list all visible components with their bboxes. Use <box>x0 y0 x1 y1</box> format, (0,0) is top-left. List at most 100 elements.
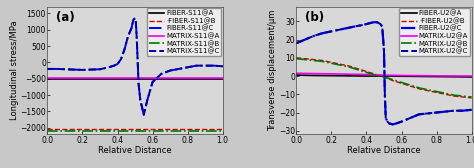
MATRIX-U2@A <box>381 74 387 76</box>
MATRIX-U2@B <box>311 59 317 61</box>
·FIBER-S11@B <box>220 129 226 131</box>
MATRIX-S11@B <box>97 130 103 132</box>
MATRIX-U2@B <box>408 84 413 86</box>
·FIBER-U2@B <box>302 58 308 60</box>
MATRIX-U2@C <box>378 23 383 25</box>
FIBER-U2@A <box>451 76 457 78</box>
Line: MATRIX-U2@B: MATRIX-U2@B <box>296 59 472 97</box>
FIBER-U2@A <box>311 74 317 76</box>
·FIBER-S11@B <box>141 129 146 131</box>
FIBER-S11@C <box>220 65 226 67</box>
FIBER-S11@C <box>150 81 155 83</box>
Line: MATRIX-U2@A: MATRIX-U2@A <box>296 73 472 76</box>
FIBER-U2@C <box>399 121 404 123</box>
MATRIX-U2@C <box>434 112 439 114</box>
FIBER-S11@C <box>137 99 143 101</box>
FIBER-S11@C <box>88 69 94 71</box>
X-axis label: Relative Distance: Relative Distance <box>347 146 421 155</box>
FIBER-U2@C <box>383 117 389 119</box>
MATRIX-S11@B <box>202 130 208 132</box>
FIBER-U2@C <box>293 42 299 44</box>
FIBER-S11@C <box>111 65 117 67</box>
MATRIX-U2@A <box>328 73 334 75</box>
MATRIX-S11@C <box>137 99 143 101</box>
FIBER-U2@C <box>311 35 317 37</box>
·FIBER-U2@B <box>425 90 431 92</box>
MATRIX-U2@C <box>469 109 474 111</box>
FIBER-U2@A <box>328 75 334 77</box>
MATRIX-U2@B <box>346 66 352 68</box>
MATRIX-S11@C <box>167 70 173 72</box>
MATRIX-U2@C <box>337 29 343 31</box>
MATRIX-U2@C <box>355 25 361 27</box>
FIBER-S11@A <box>97 78 103 80</box>
MATRIX-S11@B <box>185 130 191 132</box>
Legend: FIBER-U2@A, ·FIBER-U2@B, FIBER-U2@C, MATRIX-U2@A, MATRIX-U2@B, MATRIX-U2@C: FIBER-U2@A, ·FIBER-U2@B, FIBER-U2@C, MAT… <box>399 8 470 56</box>
MATRIX-U2@B <box>381 76 387 78</box>
MATRIX-U2@C <box>364 23 369 25</box>
·FIBER-U2@B <box>416 88 422 90</box>
FIBER-S11@C <box>158 73 164 75</box>
FIBER-S11@C <box>145 99 150 101</box>
FIBER-U2@C <box>393 122 399 124</box>
MATRIX-U2@A <box>434 75 439 77</box>
·FIBER-S11@B <box>129 129 135 131</box>
FIBER-U2@A <box>381 75 387 77</box>
MATRIX-U2@A <box>364 74 369 76</box>
FIBER-U2@C <box>360 24 366 26</box>
Line: FIBER-S11@C: FIBER-S11@C <box>47 18 223 115</box>
MATRIX-S11@A <box>45 77 50 79</box>
FIBER-U2@A <box>434 76 439 78</box>
·FIBER-U2@B <box>460 96 466 98</box>
·FIBER-U2@B <box>381 76 387 78</box>
FIBER-S11@C <box>45 68 50 70</box>
·FIBER-S11@B <box>167 129 173 131</box>
·FIBER-U2@B <box>355 68 361 70</box>
FIBER-U2@A <box>390 75 396 77</box>
FIBER-S11@C <box>80 69 85 71</box>
FIBER-U2@C <box>320 32 326 34</box>
FIBER-S11@C <box>211 65 217 67</box>
MATRIX-S11@C <box>193 65 199 67</box>
MATRIX-U2@C <box>386 122 392 124</box>
·FIBER-U2@B <box>443 93 448 95</box>
MATRIX-S11@C <box>71 69 76 71</box>
FIBER-U2@C <box>302 38 308 40</box>
·FIBER-S11@B <box>97 129 103 131</box>
FIBER-S11@A <box>141 78 146 80</box>
MATRIX-U2@B <box>302 59 308 61</box>
MATRIX-S11@B <box>115 130 120 132</box>
MATRIX-S11@A <box>220 77 226 79</box>
FIBER-U2@C <box>451 110 457 112</box>
MATRIX-S11@C <box>141 114 146 116</box>
FIBER-U2@A <box>384 75 390 77</box>
MATRIX-S11@C <box>158 73 164 75</box>
·FIBER-U2@B <box>451 95 457 97</box>
FIBER-U2@C <box>425 112 431 114</box>
MATRIX-S11@C <box>111 65 117 67</box>
MATRIX-S11@C <box>129 27 135 29</box>
MATRIX-S11@C <box>134 38 140 40</box>
FIBER-U2@C <box>384 121 390 123</box>
FIBER-S11@A <box>80 78 85 80</box>
X-axis label: Relative Distance: Relative Distance <box>98 146 172 155</box>
FIBER-U2@A <box>416 75 422 77</box>
MATRIX-U2@C <box>451 110 457 112</box>
FIBER-S11@C <box>132 17 138 19</box>
FIBER-U2@C <box>367 22 373 24</box>
FIBER-S11@C <box>136 83 141 85</box>
FIBER-U2@C <box>378 23 383 25</box>
·FIBER-U2@B <box>311 59 317 61</box>
FIBER-U2@A <box>373 75 378 77</box>
MATRIX-S11@C <box>53 68 59 70</box>
FIBER-S11@A <box>220 78 226 80</box>
FIBER-S11@A <box>185 78 191 80</box>
FIBER-U2@C <box>346 27 352 29</box>
MATRIX-S11@C <box>45 68 50 70</box>
FIBER-S11@C <box>193 65 199 67</box>
MATRIX-U2@C <box>384 121 390 123</box>
FIBER-U2@A <box>364 75 369 77</box>
MATRIX-U2@B <box>337 64 343 66</box>
MATRIX-U2@B <box>373 74 378 76</box>
FIBER-S11@A <box>62 78 68 80</box>
